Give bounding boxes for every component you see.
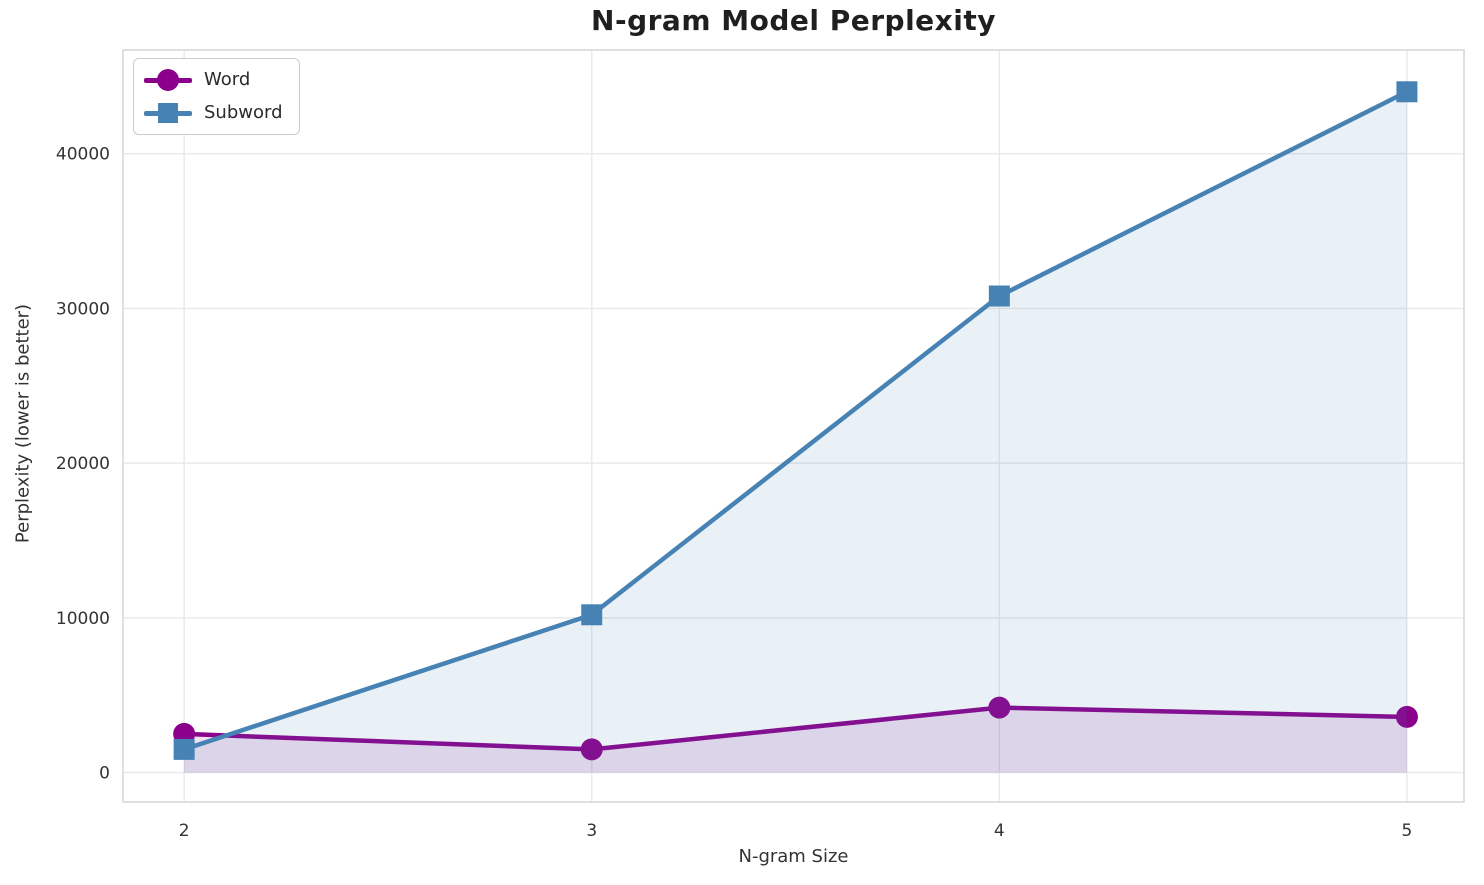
legend-label-subword: Subword [204,102,283,124]
data-point-subword [173,738,195,760]
data-point-word [580,738,603,761]
series-line-subword [181,89,1410,752]
x-tick-label: 4 [994,821,1005,841]
chart-title: N-gram Model Perplexity [591,4,996,37]
legend-label-word: Word [204,69,251,91]
data-point-word [1395,705,1418,728]
y-tick-label: 30000 [56,299,110,319]
word-circle-marker-icon [144,67,192,93]
legend-item-subword: Subword [144,100,283,126]
y-tick-label: 10000 [56,609,110,629]
data-point-subword [1396,81,1418,103]
x-tick-label: 5 [1402,821,1413,841]
series-fill-word [184,707,1407,773]
data-point-subword [581,604,603,626]
y-tick-label: 20000 [56,454,110,474]
subword-square-marker-icon [144,100,192,126]
series-line-word [181,705,1410,752]
data-point-word [988,696,1011,719]
data-point-subword [988,285,1010,307]
x-tick-label: 2 [179,821,190,841]
legend: Word Subword [133,58,300,135]
plot-border [122,49,1465,803]
series-fill-subword [184,91,1407,773]
x-tick-label: 3 [586,821,597,841]
y-tick-label: 0 [99,764,110,784]
legend-item-word: Word [144,67,283,93]
x-axis-label: N-gram Size [738,846,849,867]
y-axis-label: Perplexity (lower is better) [12,303,34,544]
y-tick-label: 40000 [56,145,110,165]
